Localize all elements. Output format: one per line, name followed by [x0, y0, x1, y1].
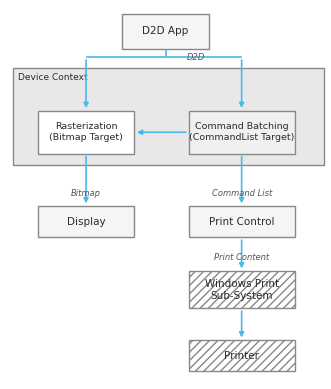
FancyBboxPatch shape	[189, 272, 295, 308]
FancyBboxPatch shape	[189, 206, 295, 237]
Text: Command Batching
(CommandList Target): Command Batching (CommandList Target)	[189, 122, 294, 142]
FancyBboxPatch shape	[122, 14, 209, 49]
Text: Bitmap: Bitmap	[71, 189, 101, 198]
FancyBboxPatch shape	[38, 111, 134, 154]
FancyBboxPatch shape	[13, 68, 324, 165]
Text: D2D App: D2D App	[142, 26, 189, 36]
Text: Command List: Command List	[212, 189, 272, 198]
FancyBboxPatch shape	[189, 111, 295, 154]
Text: Print Content: Print Content	[214, 253, 269, 262]
Text: Printer: Printer	[224, 351, 259, 361]
Text: Windows Print
Sub-System: Windows Print Sub-System	[205, 279, 279, 301]
FancyBboxPatch shape	[189, 340, 295, 371]
Text: Print Control: Print Control	[209, 217, 274, 227]
Text: D2D: D2D	[187, 53, 206, 62]
Text: Display: Display	[67, 217, 105, 227]
Text: Rasterization
(Bitmap Target): Rasterization (Bitmap Target)	[49, 122, 123, 142]
FancyBboxPatch shape	[38, 206, 134, 237]
Text: Device Context: Device Context	[18, 73, 87, 82]
